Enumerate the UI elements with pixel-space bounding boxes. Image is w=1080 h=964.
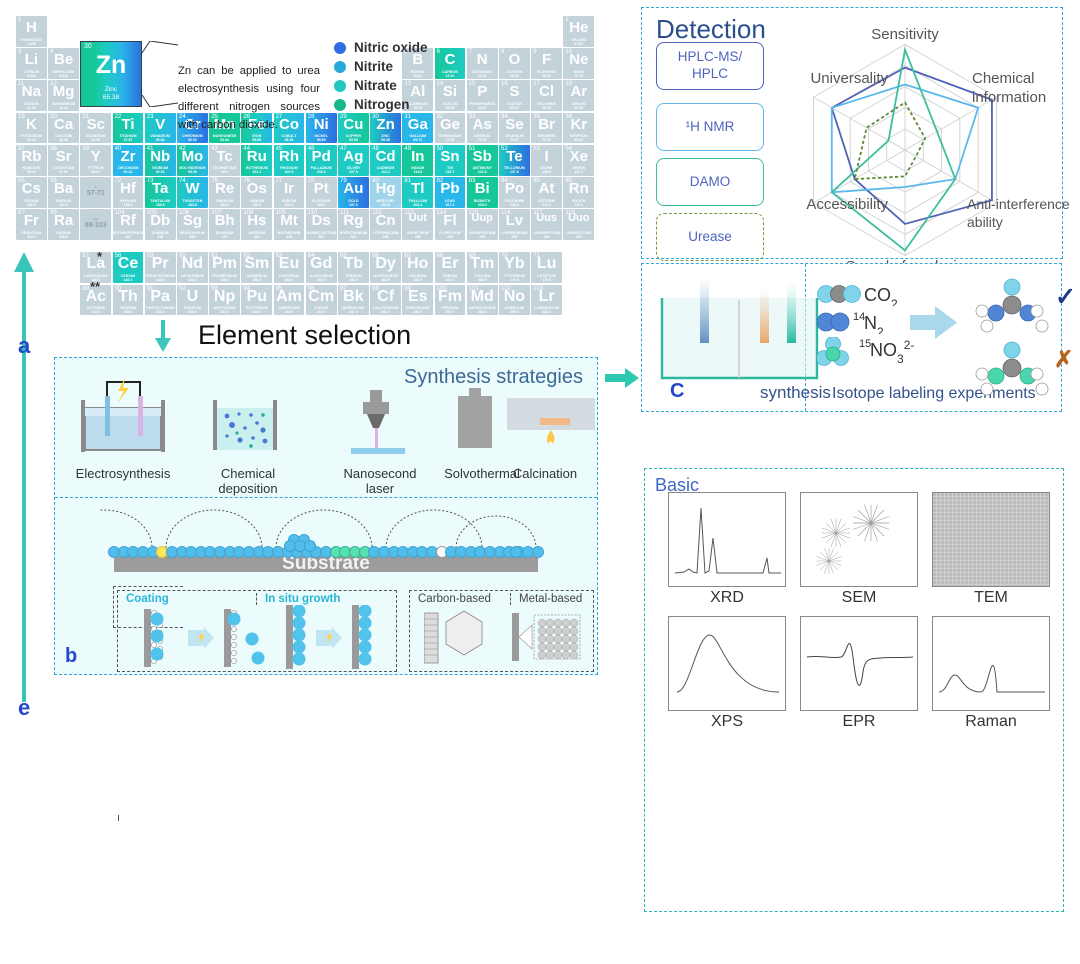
- svg-text:CO2: CO2: [864, 285, 897, 306]
- svg-text:NO32-: NO32-: [870, 338, 914, 366]
- svg-text:N2: N2: [864, 313, 884, 334]
